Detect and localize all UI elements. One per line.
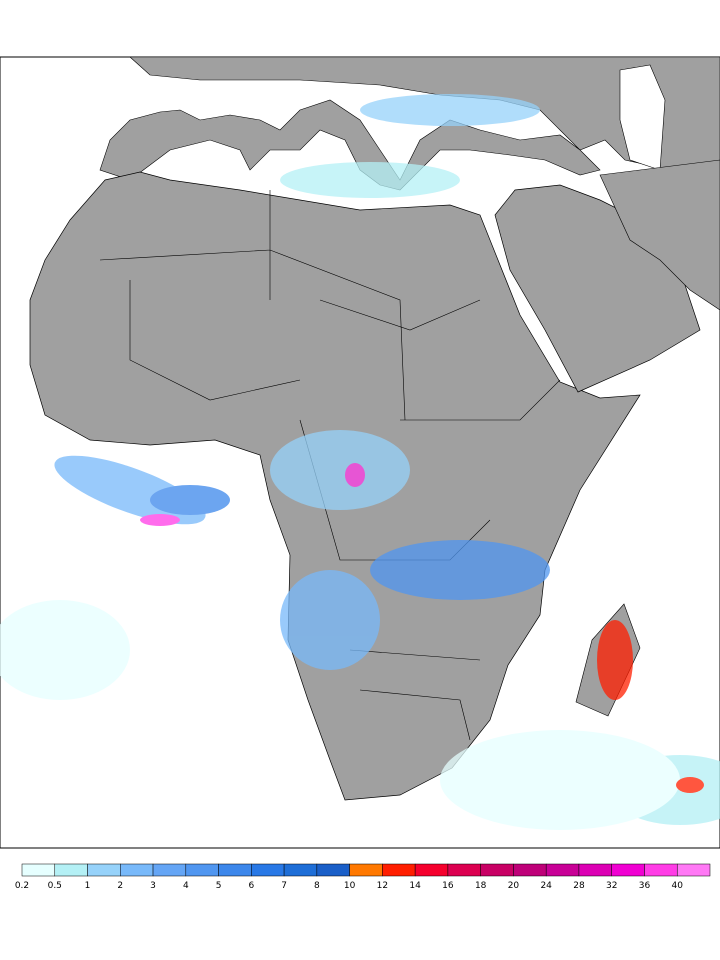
legend-swatch [447,863,481,877]
legend-label: 3 [150,881,156,891]
legend-swatch [251,863,285,877]
legend-label: 8 [314,881,320,891]
legend-swatch [382,863,416,877]
legend-swatch [54,863,88,877]
legend-label: 36 [639,881,651,891]
legend-swatch [676,863,711,877]
legend-label: 4 [183,881,189,891]
legend-label: 12 [377,881,388,891]
legend-swatch [414,863,449,877]
legend-label: 18 [475,881,487,891]
land-europe [99,56,720,191]
legend-swatch [21,863,56,877]
legend-label: 0.5 [48,881,62,891]
legend-swatch [120,863,154,877]
legend-swatch [644,863,678,877]
legend-label: 5 [216,881,222,891]
legend-label: 6 [248,881,254,891]
legend-swatch [87,863,121,877]
legend-label: 28 [573,881,585,891]
legend-label: 14 [409,881,421,891]
legend-swatch [349,863,383,877]
legend-swatch [578,863,612,877]
legend-label: 7 [281,881,287,891]
legend-label: 0.2 [15,881,29,891]
legend: 0.2 0.5 1 2 3 4 5 6 7 8 10 12 14 16 18 20 24 28 32 36 40 [15,863,711,891]
legend-swatch [513,863,547,877]
legend-label: 32 [606,881,617,891]
legend-swatch [185,863,219,877]
legend-swatch [480,863,514,877]
legend-swatch [545,863,580,877]
legend-swatch [152,863,187,877]
legend-label: 40 [672,881,684,891]
legend-label: 24 [540,881,552,891]
legend-swatch [316,863,350,877]
legend-label: 10 [344,881,356,891]
map [0,56,720,849]
legend-label: 16 [442,881,454,891]
legend-swatch [283,863,318,877]
legend-swatch [218,863,252,877]
legend-label: 20 [508,881,520,891]
legend-swatch [611,863,645,877]
legend-label: 2 [117,881,123,891]
legend-label: 1 [85,881,91,891]
land-asia-east [599,159,720,311]
precip-areas [0,94,720,830]
